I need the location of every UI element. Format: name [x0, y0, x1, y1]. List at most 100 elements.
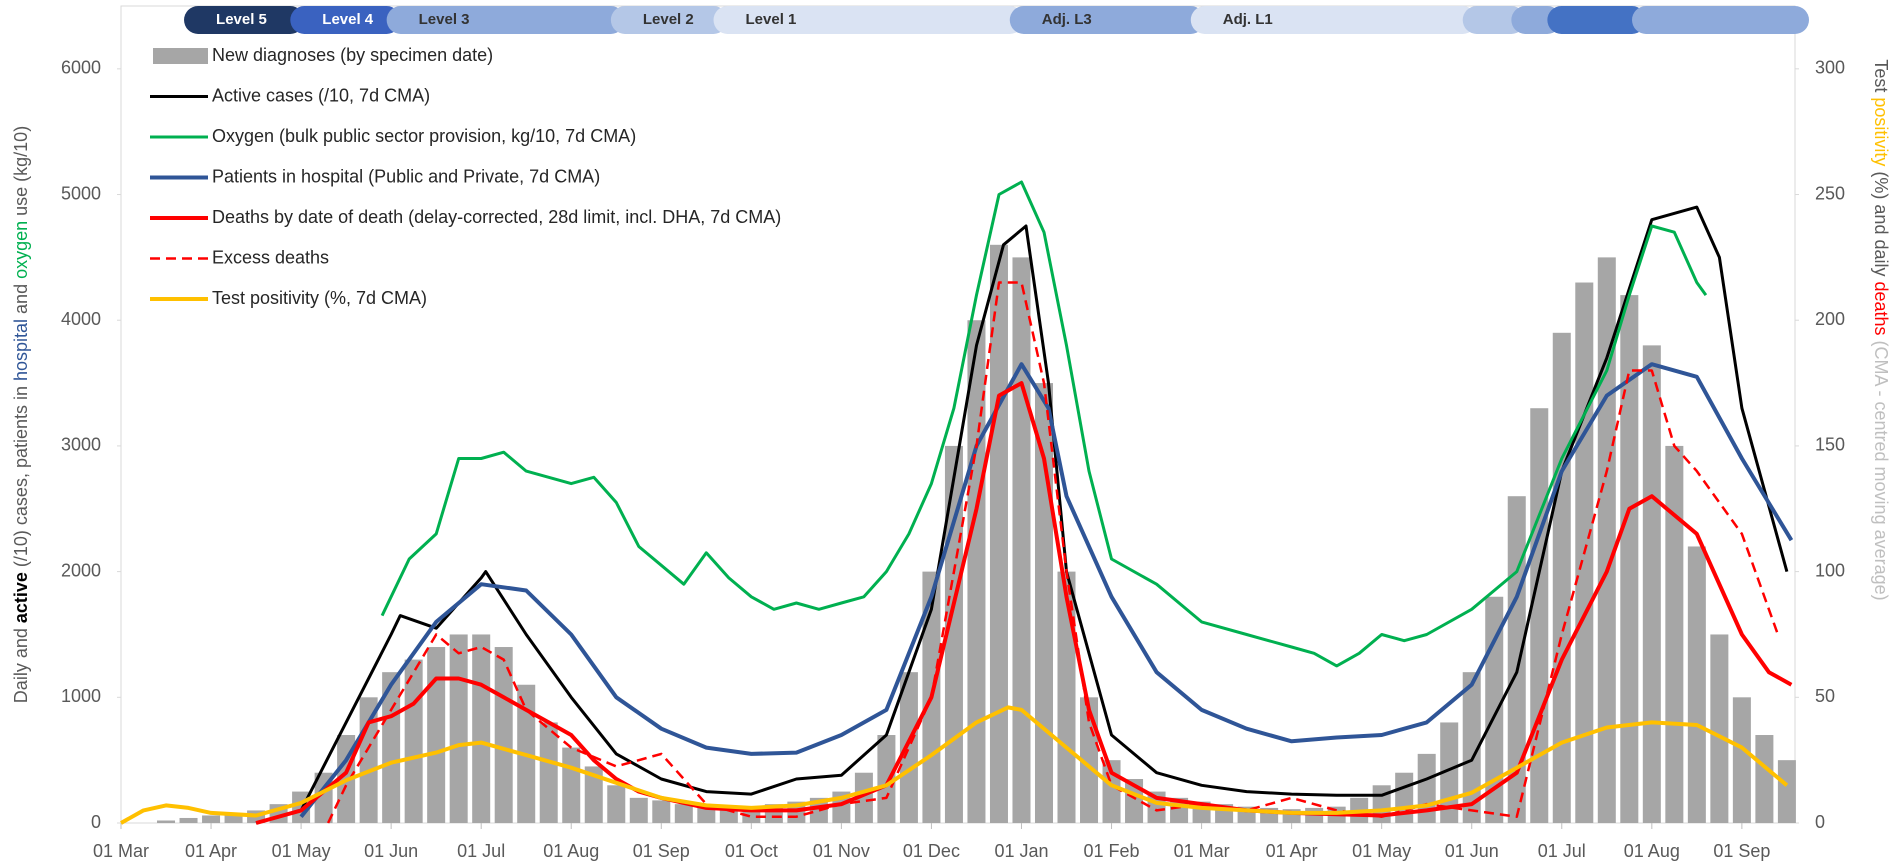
bar — [1710, 634, 1729, 823]
level-label: Level 3 — [419, 11, 470, 28]
bar — [1777, 760, 1796, 823]
series-line — [120, 705, 1789, 825]
bar — [1755, 735, 1774, 823]
bar — [607, 785, 626, 823]
bar — [1530, 408, 1549, 823]
y-tick-label: 4000 — [61, 309, 101, 329]
level-label: Level 2 — [643, 11, 694, 28]
x-tick-label: 01 Apr — [185, 841, 237, 861]
x-tick-label: 01 Mar — [1174, 841, 1230, 861]
x-tick-label: 01 Aug — [1624, 841, 1680, 861]
bar — [449, 634, 468, 823]
x-tick-label: 01 May — [1352, 841, 1411, 861]
bar — [382, 672, 401, 823]
x-tick-label: 01 Sep — [1713, 841, 1770, 861]
bar — [157, 820, 176, 823]
x-tick-label: 01 May — [272, 841, 331, 861]
y-tick-label: 2000 — [61, 560, 101, 580]
bar — [472, 634, 491, 823]
level-label: Level 4 — [322, 11, 374, 28]
bar — [1552, 332, 1571, 823]
bar — [899, 672, 918, 823]
x-tick-label: 01 Apr — [1266, 841, 1318, 861]
level-band — [713, 6, 1024, 34]
y-tick-label: 6000 — [61, 58, 101, 78]
bar — [1012, 257, 1031, 823]
x-tick-label: 01 Aug — [543, 841, 599, 861]
y-axis-label-part: and — [11, 279, 31, 319]
y2-axis-label: Test positivity (%) and daily deaths (CM… — [1871, 59, 1891, 600]
x-tick-label: 01 Jun — [1445, 841, 1499, 861]
level-band — [1462, 6, 1526, 34]
bar — [854, 772, 873, 823]
y-axis-label-part: Daily and — [11, 623, 31, 703]
x-tick-label: 01 Jul — [457, 841, 505, 861]
bar — [1687, 546, 1706, 823]
bar — [562, 747, 581, 823]
bar — [1620, 295, 1639, 824]
bar — [1642, 345, 1661, 823]
y-axis-label-part: active — [11, 572, 31, 623]
x-tick-label: 01 Dec — [903, 841, 960, 861]
y2-axis-label-part: (CMA - centred moving average) — [1871, 336, 1891, 601]
x-tick-label: 01 Oct — [725, 841, 778, 861]
bar — [1034, 383, 1054, 823]
level-label: Level 5 — [216, 11, 267, 28]
y2-tick-label: 50 — [1815, 686, 1835, 706]
legend-label: New diagnoses (by specimen date) — [212, 45, 493, 65]
y-tick-label: 1000 — [61, 686, 101, 706]
bar — [1507, 496, 1526, 823]
bar — [1732, 697, 1751, 823]
legend-label: Oxygen (bulk public sector provision, kg… — [212, 126, 636, 146]
y-axis-label-part: (/10) cases, patients in — [11, 381, 31, 572]
x-tick-label: 01 Feb — [1084, 841, 1140, 861]
legend-label: Patients in hospital (Public and Private… — [212, 166, 600, 186]
bar — [1080, 697, 1099, 823]
bar — [539, 722, 558, 823]
y2-axis-label-part: positivity — [1871, 97, 1891, 166]
level-band — [610, 6, 728, 34]
legend-swatch — [153, 48, 208, 64]
legend-label: Test positivity (%, 7d CMA) — [212, 288, 427, 308]
series-line — [299, 362, 1794, 818]
y2-tick-label: 250 — [1815, 183, 1845, 203]
level-label: Adj. L3 — [1042, 11, 1092, 28]
y-tick-label: 0 — [91, 812, 101, 832]
bar — [1665, 445, 1684, 823]
series-line — [255, 381, 1793, 825]
y-axis-label: Daily and active (/10) cases, patients i… — [11, 126, 31, 703]
level-band — [1632, 6, 1809, 34]
level-band — [1190, 6, 1477, 34]
legend-label: Excess deaths — [212, 247, 329, 267]
bar — [629, 797, 648, 823]
bar — [584, 766, 603, 823]
bar — [494, 647, 513, 823]
legend-label: Deaths by date of death (delay-corrected… — [212, 207, 781, 227]
y-axis-label-part: use (kg/10) — [11, 126, 31, 221]
y2-axis-label-part: Test — [1871, 59, 1891, 97]
x-tick-label: 01 Jun — [364, 841, 418, 861]
y2-tick-label: 0 — [1815, 812, 1825, 832]
series-line — [326, 281, 1780, 824]
bar — [202, 815, 221, 823]
y2-tick-label: 200 — [1815, 309, 1845, 329]
level-label: Level 1 — [746, 11, 797, 28]
x-tick-label: 01 Nov — [813, 841, 870, 861]
x-tick-label: 01 Mar — [93, 841, 149, 861]
level-band — [386, 6, 625, 34]
x-tick-label: 01 Jan — [994, 841, 1048, 861]
bar — [652, 800, 671, 823]
y-axis-label-part: hospital — [11, 319, 31, 381]
series-line — [255, 205, 1789, 825]
bar — [1462, 672, 1481, 823]
y2-tick-label: 150 — [1815, 435, 1845, 455]
bar — [427, 647, 446, 823]
y2-axis-label-part: (%) and daily — [1871, 166, 1891, 281]
bar — [967, 320, 986, 823]
bar — [1597, 257, 1616, 823]
level-band — [1009, 6, 1205, 34]
level-band — [184, 6, 305, 34]
bar — [877, 735, 896, 823]
bar — [989, 244, 1008, 824]
